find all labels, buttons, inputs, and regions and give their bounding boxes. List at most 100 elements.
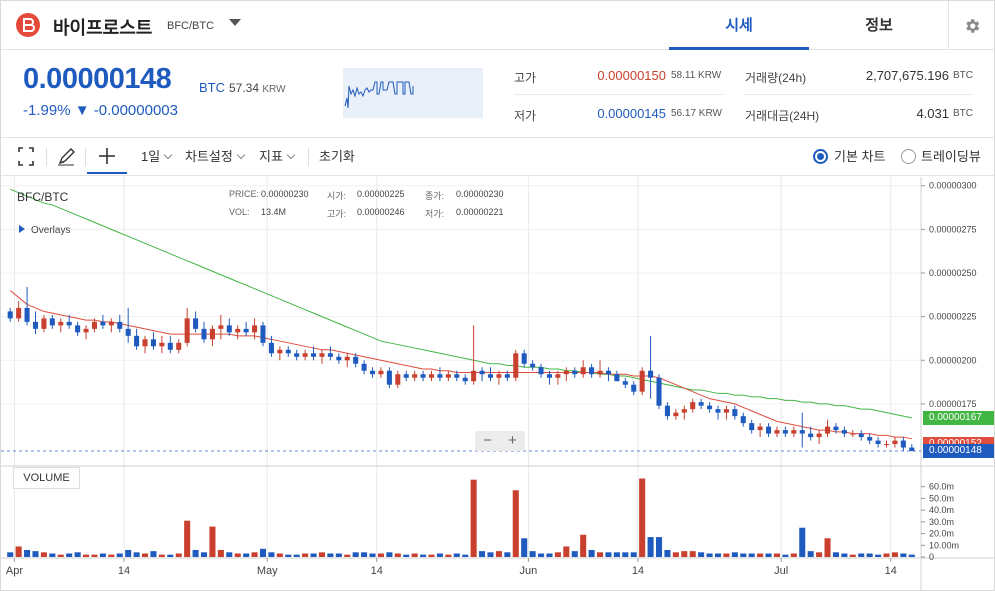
divider (745, 94, 973, 95)
volume-bar (142, 553, 149, 557)
tradingview-radio[interactable] (901, 149, 916, 164)
volume-bar (875, 554, 882, 557)
candle-body (428, 374, 435, 378)
volume-bar (748, 553, 755, 557)
volume-bar (487, 552, 494, 557)
volume-bar (91, 554, 98, 557)
candle-body (243, 328, 249, 333)
candle-body (108, 321, 114, 326)
candle-body (378, 370, 384, 375)
volume-bar (731, 552, 738, 557)
candle-body (277, 349, 283, 354)
price-tick-label: 0.00000275 (929, 224, 977, 234)
ma-long-badge: 0.00000167 (923, 410, 994, 425)
candle-body (782, 430, 788, 434)
volume-bar (453, 553, 460, 557)
volume-bar (538, 553, 545, 557)
volume-bar (816, 552, 823, 557)
gear-icon[interactable] (948, 1, 994, 50)
interval-select[interactable]: 1일 (141, 138, 173, 175)
candle-body (909, 447, 915, 452)
volume-bar (344, 554, 351, 557)
low-value: 0.00000145 (597, 106, 666, 121)
volume-bar (276, 553, 283, 557)
tab-market[interactable]: 시세 (669, 1, 809, 50)
volume-bar (310, 553, 317, 557)
candle-body (268, 342, 274, 354)
tradingview-label[interactable]: 트레이딩뷰 (921, 149, 981, 164)
zoom-out-button[interactable]: − (483, 432, 492, 449)
ohlc-close-key: 종가: (425, 191, 445, 201)
volume-bar (377, 553, 384, 557)
last-price-badge: 0.00000148 (923, 444, 994, 459)
volume-bar (757, 553, 764, 557)
candle-body (201, 328, 207, 340)
candle-body (319, 353, 325, 357)
volume-bar (681, 551, 688, 557)
tab-info[interactable]: 정보 (865, 17, 893, 34)
candle-body (49, 318, 55, 326)
candle-body (757, 426, 763, 431)
candle-body (235, 328, 241, 333)
basic-chart-label[interactable]: 기본 차트 (834, 149, 886, 164)
candle-body (816, 433, 822, 438)
volume-bar (200, 552, 208, 557)
indicators-menu[interactable]: 지표 (259, 138, 296, 175)
volume-bar (908, 554, 915, 557)
volume-bar (234, 553, 241, 557)
volume-bar (49, 553, 56, 557)
crosshair-icon[interactable] (87, 138, 127, 174)
candle-body (875, 440, 881, 445)
basic-chart-radio[interactable] (813, 149, 828, 164)
candle-body (673, 412, 679, 417)
candle-body (41, 318, 47, 329)
ohlc-price-key: PRICE: (229, 189, 260, 199)
volume-bar (714, 553, 722, 557)
volume-bar (293, 554, 300, 557)
chart-settings-menu[interactable]: 차트설정 (185, 138, 246, 175)
volume-bar (32, 551, 39, 557)
overlays-toggle[interactable]: Overlays (19, 225, 70, 236)
candle-body (833, 426, 839, 431)
draw-pencil-icon[interactable] (56, 138, 76, 175)
reset-button[interactable]: 초기화 (319, 149, 355, 164)
candle-body (900, 440, 906, 448)
candle-body (58, 321, 64, 326)
chart-canvas[interactable]: 0.00000300 0.00000275 0.00000250 0.00000225… (1, 177, 994, 591)
candle-body (134, 335, 140, 347)
chart-toolbar: 1일 차트설정 지표 초기화 기본 차트 트레이딩뷰 (1, 138, 994, 176)
candle-body (656, 377, 662, 406)
ohlc-high-value: 0.00000246 (357, 207, 405, 217)
candle-body (732, 409, 738, 417)
volume-bar (563, 546, 570, 557)
volume-bar (529, 551, 536, 557)
candle-body (799, 430, 805, 434)
volume-bar (782, 554, 789, 557)
candle-body (445, 374, 451, 378)
volume-bar (184, 520, 191, 557)
price-chart[interactable]: 0.00000300 0.00000275 0.00000250 0.00000225… (1, 177, 994, 591)
candle-body (605, 370, 611, 375)
time-tick-label: Apr (6, 565, 23, 577)
candle-body (32, 321, 39, 329)
volume-bar (580, 534, 587, 557)
volume-bar (841, 553, 848, 557)
volume-bar (335, 553, 342, 557)
candle-body (563, 370, 569, 375)
volume-bar (630, 552, 637, 557)
candle-body (412, 374, 418, 378)
candle-body (555, 374, 561, 378)
low-krw: 56.17 KRW (671, 108, 722, 119)
fullscreen-icon[interactable] (17, 138, 35, 175)
volume-bar (647, 537, 654, 557)
chevron-down-icon[interactable] (229, 19, 241, 26)
candle-body (344, 356, 350, 361)
zoom-in-button[interactable]: + (508, 432, 517, 449)
divider (514, 94, 724, 95)
volume-bar (462, 554, 469, 557)
volume-bar (361, 552, 368, 557)
volume-bar (639, 478, 646, 557)
candle-body (850, 433, 856, 435)
candle-body (361, 363, 367, 371)
candle-body (370, 370, 376, 375)
